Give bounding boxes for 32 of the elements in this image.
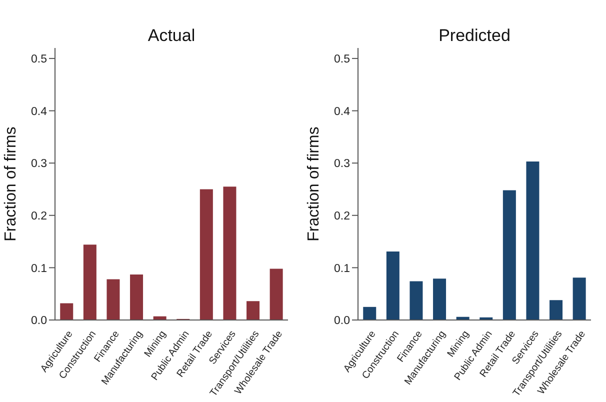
chart-title: Predicted [438,26,512,46]
y-axis-title: Fraction of firms [306,126,323,242]
bar [386,251,400,320]
y-tick-label: 0.3 [334,158,350,170]
bar [223,186,236,320]
bar [246,301,260,320]
bar [502,190,516,320]
y-tick-label: 0.4 [31,106,48,118]
bar [106,279,120,320]
y-tick-label: 0.5 [334,54,350,66]
bar [410,281,423,320]
y-tick-label: 0.2 [334,210,350,222]
chart-title: Actual [146,26,196,46]
y-tick-label: 0.1 [31,262,47,275]
bar [572,278,586,320]
bar [363,306,376,320]
y-tick-label: 0.5 [31,54,47,66]
bar [60,303,74,320]
bar [433,278,446,320]
bar [130,274,144,320]
bar [550,300,563,320]
y-axis-title: Fraction of firms [2,126,20,242]
bar [200,189,213,320]
y-tick-label: 0.3 [31,158,47,170]
y-tick-label: 0.2 [31,210,47,222]
y-tick-label: 0.4 [334,106,351,118]
bar [83,244,96,320]
bar [526,162,540,320]
bar [270,268,283,320]
y-tick-label: 0.1 [334,262,350,275]
y-tick-label: 0.0 [31,315,47,328]
y-tick-label: 0.0 [334,315,350,328]
